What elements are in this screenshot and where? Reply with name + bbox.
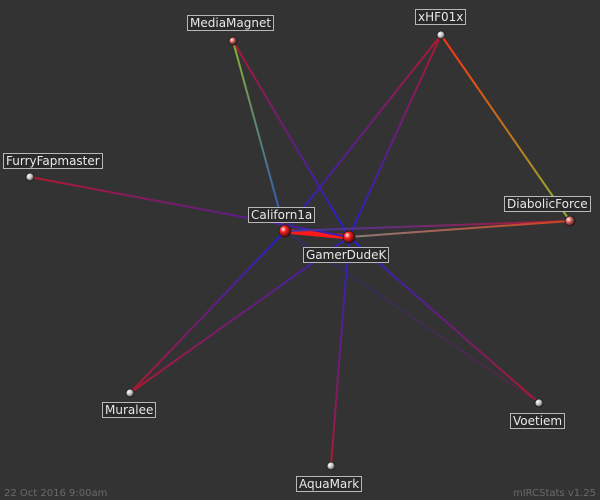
edge-mediamagnet-californ1a [232, 40, 286, 232]
node-label-gamerdudek: GamerDudeK [303, 247, 390, 263]
version-text: mIRCStats v1.25 [512, 488, 596, 499]
node-label-californ1a: Californ1a [248, 207, 316, 223]
node-label-aquamark: AquaMark [296, 476, 363, 492]
edge-mediamagnet-gamerdudek [232, 40, 350, 238]
node-mediamagnet [228, 36, 238, 46]
node-label-muralee: Muralee [102, 402, 157, 418]
node-label-xhf01x: xHF01x [415, 9, 467, 25]
node-aquamark [326, 461, 336, 471]
node-muralee [125, 388, 135, 398]
node-voetiem [534, 398, 544, 408]
generated-date: 22 Oct 2016 9:00am [4, 488, 108, 499]
node-label-voetiem: Voetiem [510, 413, 566, 429]
edge-xhf01x-diabolicforce [440, 34, 571, 222]
nodes-layer [25, 30, 576, 471]
edge-gamerdudek-voetiem [348, 236, 540, 404]
node-diabolicforce [564, 215, 576, 227]
edge-gamerdudek-aquamark [330, 236, 350, 467]
edge-xhf01x-californ1a [284, 34, 442, 232]
edge-gamerdudek-diabolicforce [348, 220, 571, 238]
node-xhf01x [436, 30, 446, 40]
edge-gamerdudek-muralee [129, 236, 350, 394]
edge-californ1a-muralee [129, 230, 286, 394]
edge-furryfapmaster-gamerdudek [29, 176, 350, 238]
node-furryfapmaster [25, 172, 35, 182]
edges-layer [29, 34, 571, 467]
node-californ1a [278, 224, 292, 238]
node-label-furryfapmaster: FurryFapmaster [3, 153, 103, 169]
node-label-mediamagnet: MediaMagnet [187, 15, 275, 31]
edge-californ1a-diabolicforce [284, 220, 571, 232]
node-gamerdudek [342, 230, 356, 244]
node-label-diabolicforce: DiabolicForce [504, 196, 591, 212]
edge-xhf01x-gamerdudek [348, 34, 442, 238]
